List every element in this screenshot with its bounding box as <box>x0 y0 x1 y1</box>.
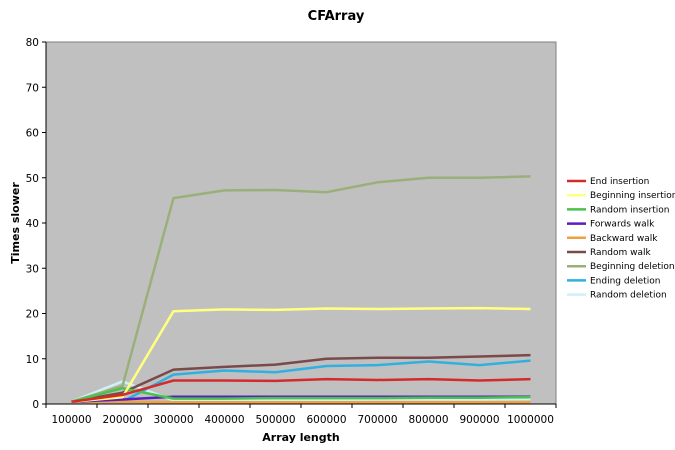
series-line-end-insertion <box>71 377 531 403</box>
x-tick-label: 600000 <box>306 414 346 426</box>
legend-label-random-insertion: Random insertion <box>590 205 670 215</box>
x-axis: 100000 200000 300000 400000 500000 600000 7000… <box>45 403 557 426</box>
legend-label-random-walk: Random walk <box>590 248 651 258</box>
x-tick-label: 700000 <box>357 414 397 426</box>
x-tick-label: 900000 <box>459 414 499 426</box>
legend-label-ending-deletion: Ending deletion <box>590 276 660 286</box>
y-tick-label: 0 <box>32 399 39 411</box>
x-tick-label: 100000 <box>51 414 91 426</box>
x-tick-label: 400000 <box>204 414 244 426</box>
y-tick-label: 10 <box>26 354 39 366</box>
series-layer <box>71 175 531 404</box>
legend-box <box>561 169 671 301</box>
x-tick-label: 1000000 <box>507 414 554 426</box>
x-tick-label: 200000 <box>102 414 142 426</box>
y-tick-label: 50 <box>26 173 39 185</box>
x-tick-label: 800000 <box>408 414 448 426</box>
legend-label-beginning-deletion: Beginning deletion <box>590 262 675 272</box>
legend: End insertion Beginning insertion Random i… <box>561 169 675 301</box>
y-tick-label: 60 <box>26 128 39 140</box>
x-tick-label: 500000 <box>255 414 295 426</box>
x-axis-title: Array length <box>262 431 339 444</box>
y-tick-label: 80 <box>26 37 39 49</box>
y-tick-label: 30 <box>26 263 39 275</box>
legend-label-backward-walk: Backward walk <box>590 234 658 244</box>
series-line-backward-walk <box>71 400 531 404</box>
y-tick-label: 20 <box>26 309 39 321</box>
plot-area <box>45 41 557 405</box>
legend-label-end-insertion: End insertion <box>590 177 649 187</box>
y-axis-title: Times slower <box>9 182 22 264</box>
legend-label-random-deletion: Random deletion <box>590 291 667 301</box>
series-line-random-walk <box>71 353 531 403</box>
series-line-random-deletion <box>71 380 531 403</box>
x-tick-label: 300000 <box>153 414 193 426</box>
series-line-beginning-insertion <box>71 306 531 403</box>
legend-label-forwards-walk: Forwards walk <box>590 220 655 230</box>
legend-label-beginning-insertion: Beginning insertion <box>590 191 675 201</box>
series-line-random-insertion <box>71 386 531 403</box>
y-axis: 0 10 20 30 40 50 60 70 80 <box>26 37 47 411</box>
y-tick-label: 40 <box>26 218 39 230</box>
chart-title: CFArray <box>308 9 365 24</box>
series-line-beginning-deletion <box>71 175 531 403</box>
y-tick-label: 70 <box>26 82 39 94</box>
